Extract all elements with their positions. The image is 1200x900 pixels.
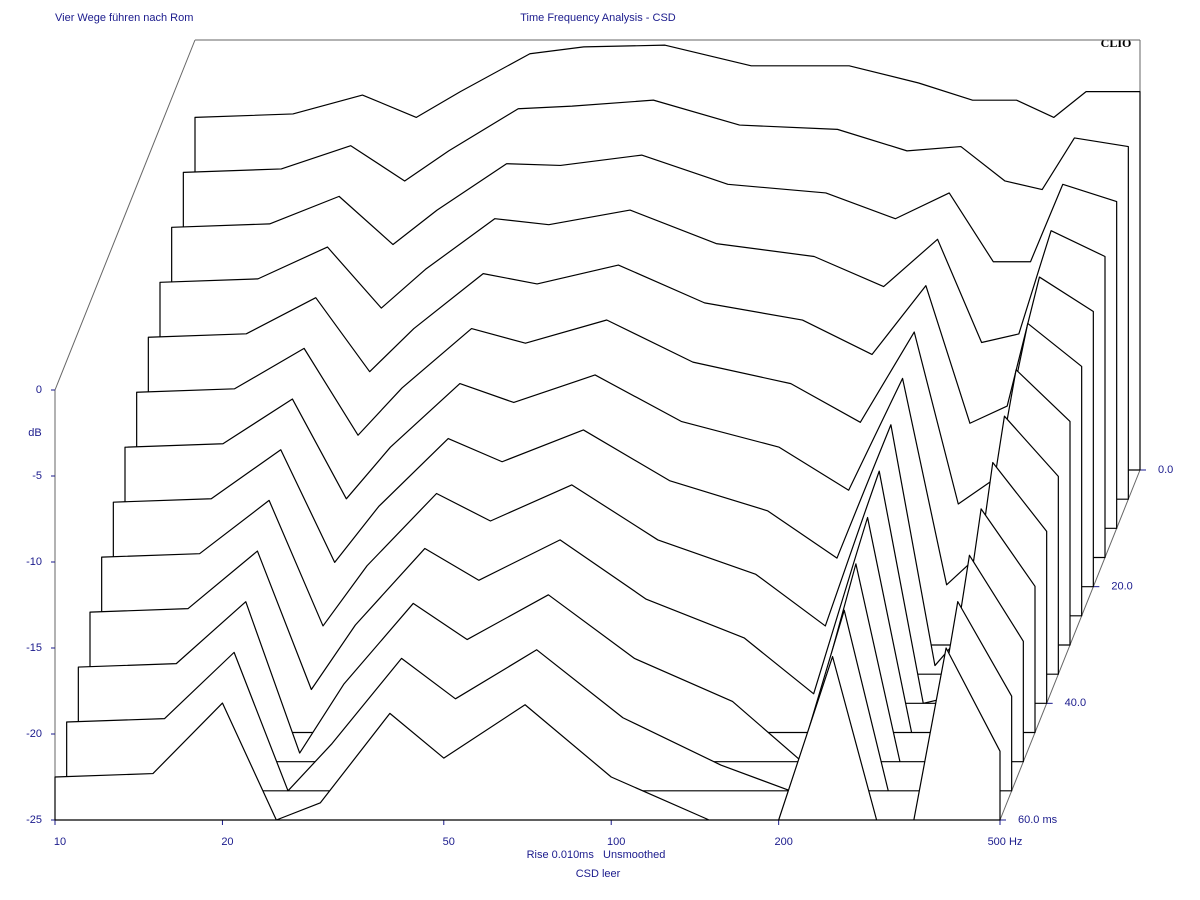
- z-tick-label: 40.0: [1065, 697, 1086, 709]
- x-tick-label: 200: [774, 836, 792, 848]
- x-tick-label: 20: [221, 836, 233, 848]
- y-tick-label: -15: [26, 642, 42, 654]
- z-tick-label: 60.0 ms: [1018, 814, 1058, 826]
- x-tick-label: 10: [54, 836, 66, 848]
- y-tick-label: 0: [36, 384, 42, 396]
- y-axis-label: dB: [28, 427, 41, 439]
- slice: [54, 647, 1001, 821]
- y-tick-label: -25: [26, 814, 42, 826]
- z-tick-label: 20.0: [1111, 581, 1132, 593]
- brand: CLIO: [1101, 36, 1132, 50]
- header-left: Vier Wege führen nach Rom: [55, 12, 193, 24]
- chart-title: Time Frequency Analysis - CSD: [520, 12, 676, 24]
- x-tick-label: 100: [607, 836, 625, 848]
- slice: [66, 601, 1013, 792]
- y-tick-label: -5: [32, 470, 42, 482]
- z-tick-label: 0.0: [1158, 464, 1173, 476]
- x-tick-label: 50: [443, 836, 455, 848]
- frame-line: [54, 39, 196, 391]
- footer-line: CSD leer: [576, 868, 621, 880]
- y-tick-label: -20: [26, 728, 42, 740]
- x-tick-label: 500 Hz: [988, 836, 1023, 848]
- slice: [77, 554, 1024, 763]
- y-tick-label: -10: [26, 556, 42, 568]
- footer-line: Rise 0.010ms Unsmoothed: [527, 849, 666, 861]
